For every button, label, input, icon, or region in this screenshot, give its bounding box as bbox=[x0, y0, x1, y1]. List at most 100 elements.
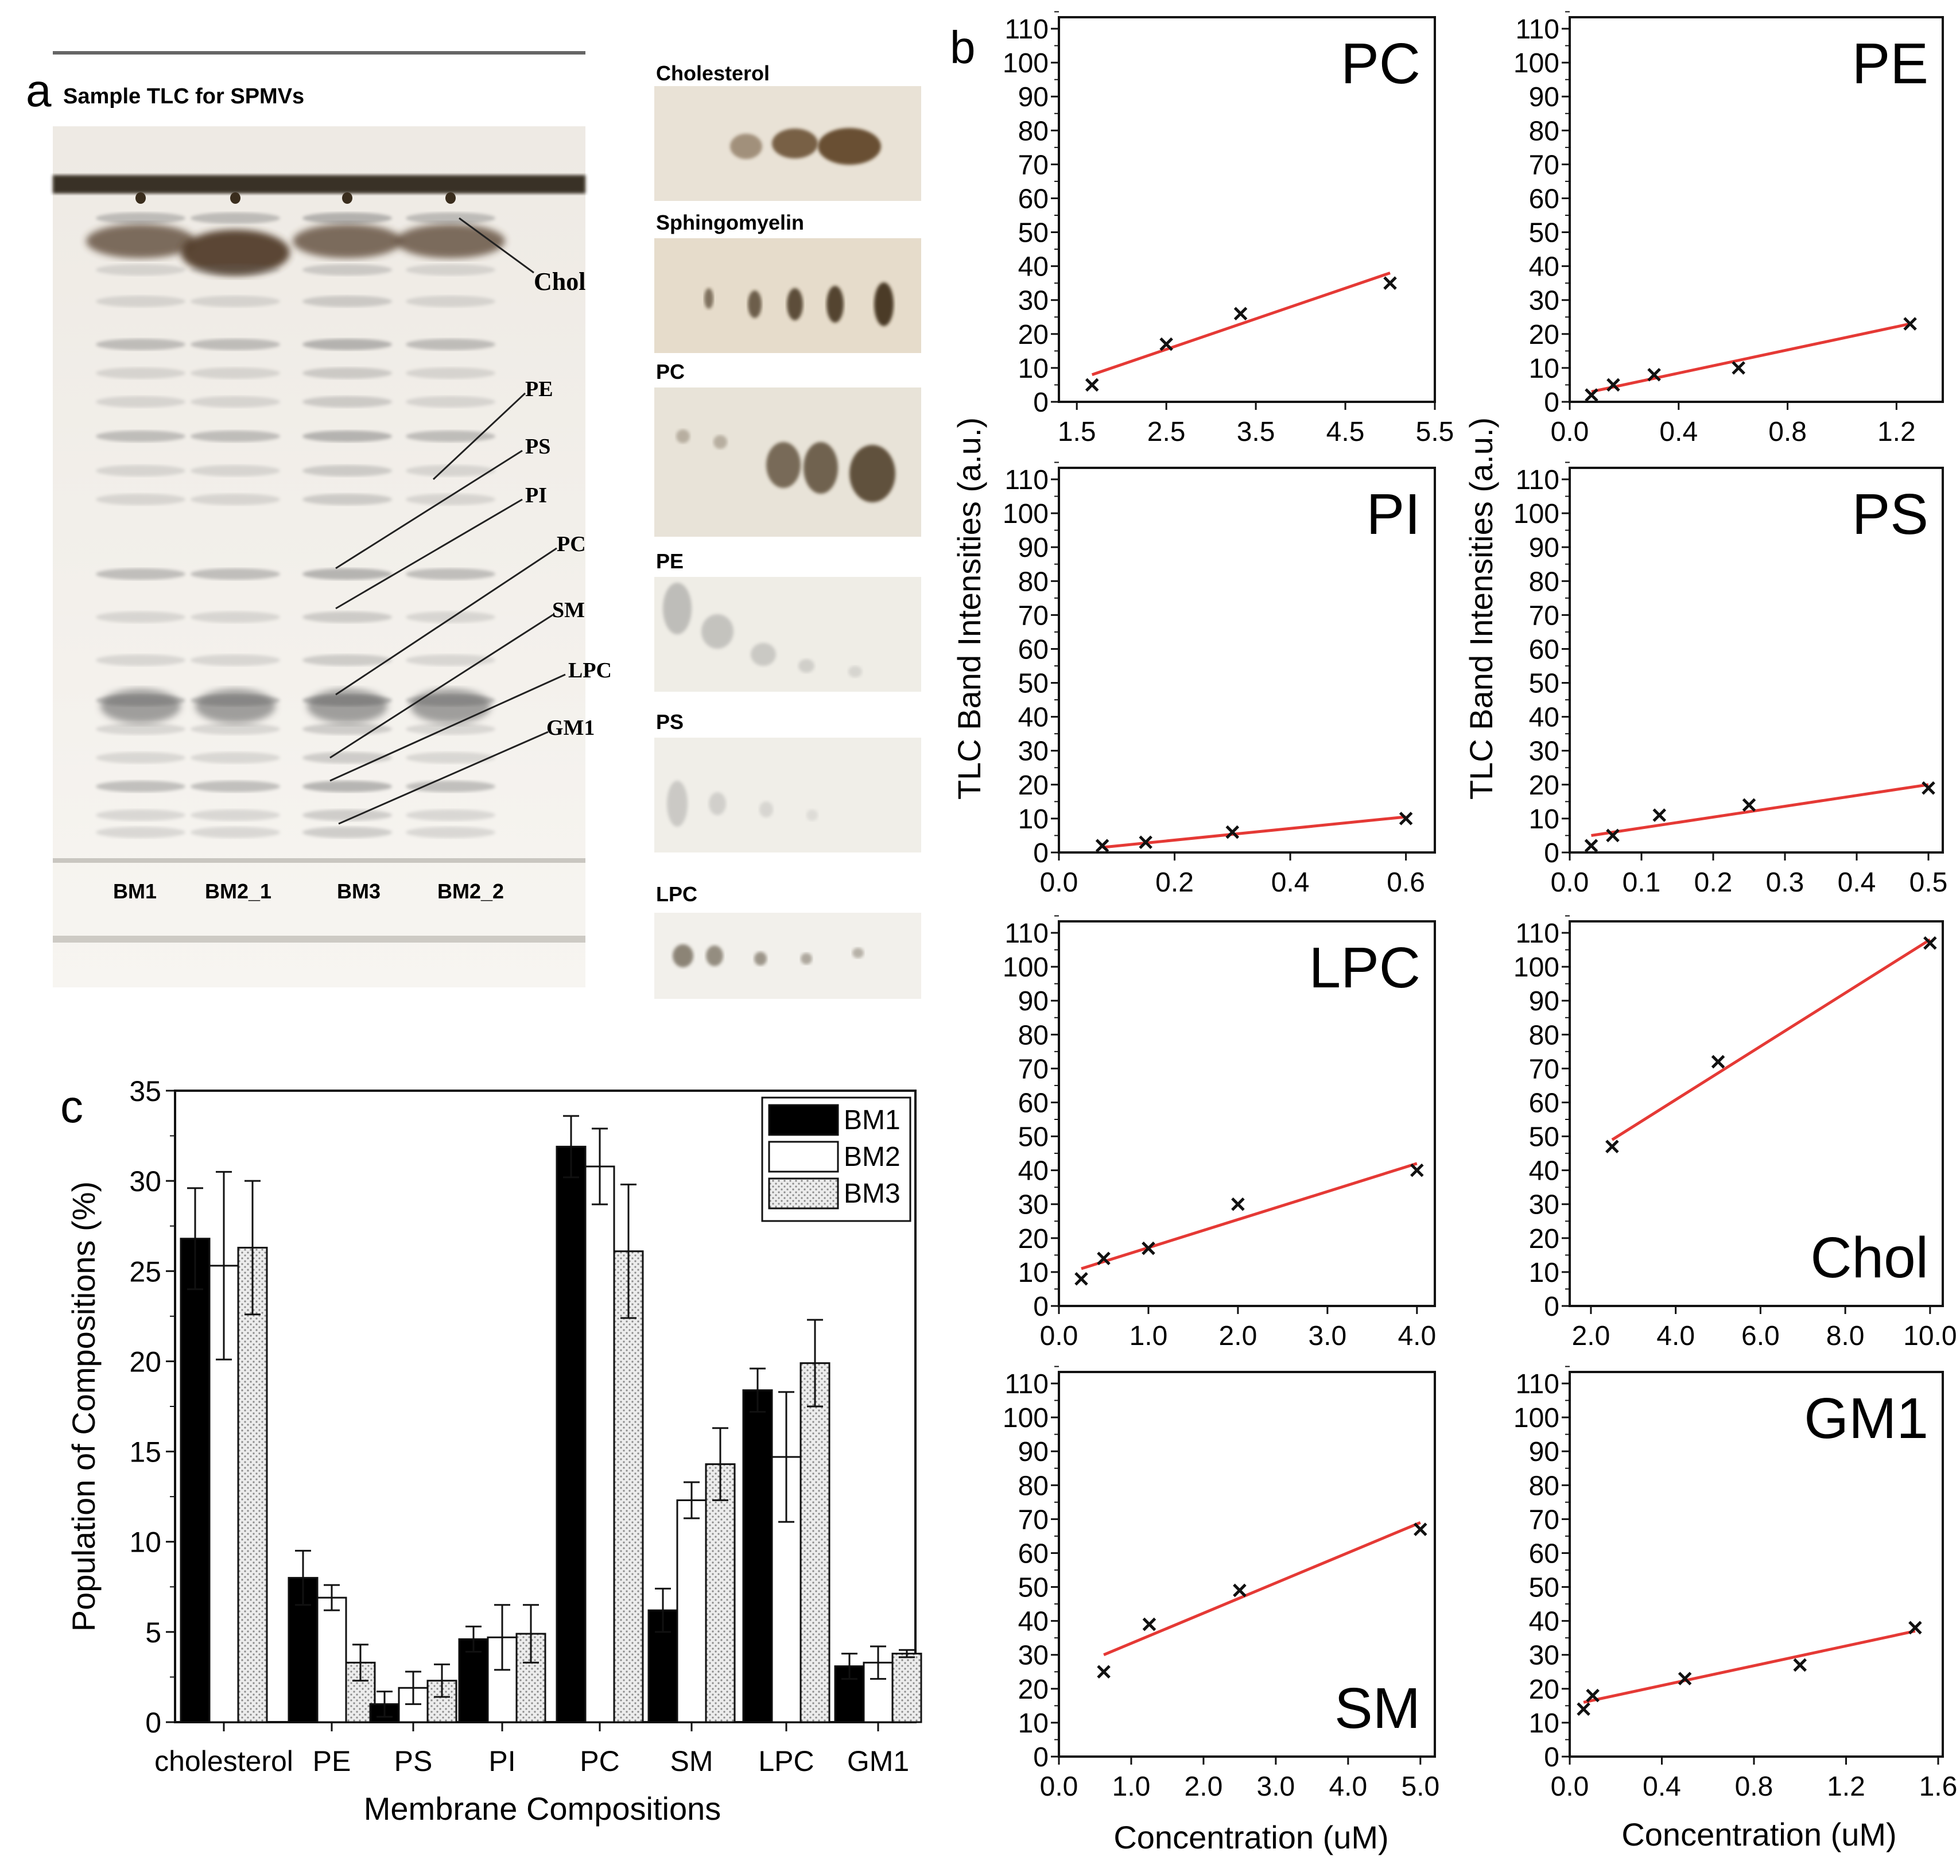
panel-b-xlabel-left: Concentration (uM) bbox=[1113, 1819, 1388, 1855]
y-tick-label: 30 bbox=[1018, 286, 1049, 316]
plot-label: PI bbox=[1367, 482, 1420, 546]
marker-stroke bbox=[1233, 307, 1248, 321]
y-tick-label: 70 bbox=[1529, 1054, 1559, 1084]
x-tick-label: 0.5 bbox=[1909, 867, 1948, 898]
x-tick-label: PC bbox=[580, 1745, 619, 1777]
x-tick-label: 2.5 bbox=[1147, 417, 1186, 447]
x-tick-label: 4.0 bbox=[1329, 1772, 1367, 1802]
data-point bbox=[1605, 1139, 1619, 1154]
x-tick-label: 1.2 bbox=[1827, 1772, 1865, 1802]
data-point bbox=[1097, 1665, 1111, 1679]
lane-band bbox=[302, 431, 392, 442]
y-tick-label: 30 bbox=[1018, 1190, 1049, 1220]
standard-spot bbox=[806, 809, 818, 821]
data-point bbox=[1095, 839, 1109, 852]
bar-bm3 bbox=[705, 1463, 736, 1723]
y-tick-label: 0 bbox=[1544, 387, 1559, 418]
y-tick-label: 20 bbox=[1018, 1675, 1049, 1705]
marker-stroke bbox=[1159, 337, 1173, 351]
lane-band bbox=[191, 568, 280, 580]
lane-band bbox=[302, 654, 392, 666]
plot-label: PS bbox=[1852, 482, 1928, 546]
marker-stroke bbox=[1584, 839, 1598, 852]
data-point bbox=[1414, 1522, 1427, 1536]
marker-stroke bbox=[1074, 1272, 1088, 1286]
marker-stroke bbox=[1085, 378, 1099, 392]
marker-stroke bbox=[1399, 812, 1413, 825]
plot-label: SM bbox=[1334, 1676, 1420, 1741]
x-tick-label: PI bbox=[488, 1745, 515, 1777]
lane-chol-band bbox=[293, 224, 402, 258]
legend-swatch-bm2 bbox=[768, 1141, 839, 1173]
marker-stroke bbox=[1383, 276, 1397, 290]
y-tick-label: 60 bbox=[1529, 1088, 1559, 1118]
x-tick-label: 6.0 bbox=[1741, 1321, 1780, 1351]
fit-line bbox=[1583, 1629, 1916, 1704]
y-tick-label: 30 bbox=[129, 1165, 161, 1197]
y-tick-label: 110 bbox=[1515, 1369, 1559, 1400]
y-tick-label: 110 bbox=[1004, 918, 1049, 949]
standard-spot bbox=[818, 128, 881, 165]
data-point bbox=[1647, 367, 1661, 382]
marker-stroke bbox=[1142, 1241, 1155, 1255]
marker-stroke bbox=[1097, 1665, 1111, 1679]
lane-band bbox=[191, 781, 280, 792]
x-tick-label: PE bbox=[313, 1745, 351, 1777]
data-point bbox=[1742, 798, 1756, 812]
lane-band bbox=[302, 611, 392, 623]
lane-band bbox=[191, 339, 280, 350]
marker-stroke bbox=[1139, 835, 1152, 850]
data-point bbox=[1606, 828, 1620, 843]
y-tick-label: 10 bbox=[1529, 354, 1559, 384]
marker-stroke bbox=[1903, 317, 1917, 331]
lane-band bbox=[96, 827, 185, 838]
data-point bbox=[1903, 317, 1917, 331]
marker-stroke bbox=[1577, 1702, 1590, 1716]
y-tick-label: 50 bbox=[1529, 1573, 1559, 1603]
band-labels: Chol PE PS PI PC SM LPC GM1 bbox=[525, 268, 612, 740]
band-label-sm: SM bbox=[552, 598, 585, 622]
lane-band bbox=[406, 212, 495, 224]
y-tick-label: 110 bbox=[1004, 465, 1049, 495]
y-tick-label: 20 bbox=[129, 1346, 161, 1378]
data-point bbox=[1586, 1688, 1600, 1703]
y-tick-label: 20 bbox=[1529, 1224, 1559, 1254]
bar-bm3 bbox=[799, 1362, 830, 1723]
standard-spot bbox=[804, 442, 838, 494]
lane-origin-spot bbox=[342, 192, 352, 204]
y-tick-label: 70 bbox=[1018, 1505, 1049, 1535]
standard-spot bbox=[704, 288, 713, 309]
marker-stroke bbox=[1233, 1583, 1247, 1598]
bar-legend: BM1 BM2 BM3 bbox=[761, 1096, 911, 1222]
y-tick-label: 100 bbox=[1003, 1403, 1049, 1433]
y-tick-label: 10 bbox=[1529, 804, 1559, 835]
y-tick-label: 30 bbox=[1018, 737, 1049, 767]
tlc-standards: Cholesterol Sphingomyelin PC PE PS LPC bbox=[654, 61, 921, 999]
panel-a: a Sample TLC for SPMVs Chol PE PS PI PC SM LPC… bbox=[26, 51, 921, 999]
lane-band bbox=[96, 723, 185, 735]
marker-stroke bbox=[1585, 388, 1598, 402]
y-tick-label: 70 bbox=[1018, 1054, 1049, 1084]
fit-line bbox=[1081, 1162, 1418, 1270]
x-tick-label: LPC bbox=[758, 1745, 814, 1777]
y-tick-label: 60 bbox=[1018, 184, 1049, 214]
lane-chol-band bbox=[396, 224, 505, 258]
data-point bbox=[1074, 1272, 1088, 1286]
lane-band bbox=[191, 264, 280, 276]
marker-stroke bbox=[1414, 1522, 1427, 1536]
standard-spot bbox=[852, 948, 864, 958]
y-tick-label: 40 bbox=[1529, 252, 1559, 282]
lane-band bbox=[191, 611, 280, 623]
marker-stroke bbox=[1922, 781, 1935, 795]
x-tick-label: 4.0 bbox=[1656, 1321, 1695, 1351]
lane-band bbox=[406, 264, 495, 276]
x-tick-label: GM1 bbox=[847, 1745, 909, 1777]
y-tick-label: 90 bbox=[1018, 1437, 1049, 1467]
y-tick-label: 0 bbox=[1033, 1292, 1049, 1322]
y-tick-label: 90 bbox=[1529, 1437, 1559, 1467]
data-point bbox=[1233, 307, 1248, 321]
